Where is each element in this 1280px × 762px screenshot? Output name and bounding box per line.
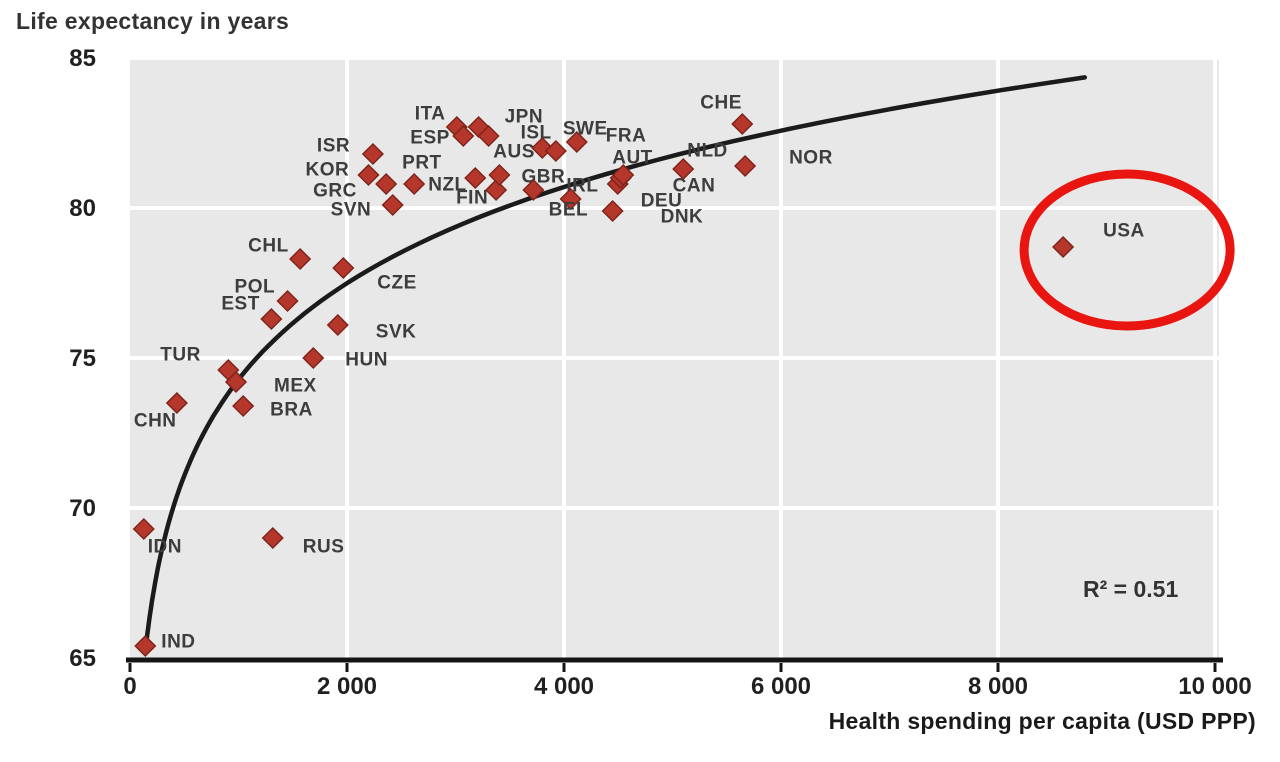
point-label-ESP: ESP bbox=[410, 128, 450, 149]
point-label-AUT: AUT bbox=[612, 148, 653, 169]
point-label-USA: USA bbox=[1103, 221, 1145, 242]
point-label-SVK: SVK bbox=[376, 322, 417, 343]
y-tick-label-85: 85 bbox=[69, 45, 96, 72]
point-label-JPN: JPN bbox=[505, 107, 543, 128]
data-point-PRT bbox=[403, 172, 426, 196]
point-label-CZE: CZE bbox=[377, 273, 417, 294]
point-label-CHN: CHN bbox=[134, 411, 177, 432]
trend-curve bbox=[142, 75, 1088, 655]
data-point-IDN bbox=[132, 517, 155, 541]
data-point-ESP bbox=[452, 124, 475, 148]
x-tick-label-8000: 8 000 bbox=[968, 673, 1028, 700]
point-label-CAN: CAN bbox=[673, 176, 716, 197]
point-label-SVN: SVN bbox=[331, 200, 372, 221]
point-label-FIN: FIN bbox=[456, 188, 488, 209]
point-label-CHL: CHL bbox=[248, 236, 289, 257]
data-point-IRL bbox=[522, 178, 545, 202]
point-label-HUN: HUN bbox=[345, 350, 388, 371]
point-label-AUS: AUS bbox=[493, 142, 535, 163]
data-point-IND bbox=[134, 634, 157, 658]
point-label-BRA: BRA bbox=[270, 400, 313, 421]
point-label-EST: EST bbox=[221, 294, 259, 315]
data-point-CHL bbox=[289, 247, 312, 271]
data-point-BRA bbox=[232, 394, 255, 418]
point-label-BEL: BEL bbox=[549, 200, 589, 221]
x-tick-label-4000: 4 000 bbox=[534, 673, 594, 700]
data-point-CHE bbox=[731, 112, 754, 136]
data-point-FIN bbox=[485, 178, 508, 202]
point-label-ITA: ITA bbox=[415, 104, 446, 125]
point-label-MEX: MEX bbox=[274, 376, 317, 397]
data-point-FRA bbox=[565, 130, 588, 154]
y-axis-title: Life expectancy in years bbox=[16, 8, 290, 34]
point-label-SWE: SWE bbox=[563, 119, 608, 140]
point-label-PRT: PRT bbox=[402, 153, 442, 174]
y-tick-label-80: 80 bbox=[69, 195, 96, 222]
point-label-RUS: RUS bbox=[303, 537, 345, 558]
point-label-TUR: TUR bbox=[160, 345, 201, 366]
data-point-POL bbox=[276, 289, 299, 313]
point-label-DNK: DNK bbox=[661, 207, 704, 228]
data-point-CHN bbox=[165, 391, 188, 415]
point-label-NLD: NLD bbox=[687, 141, 728, 162]
r-squared-annotation: R² = 0.51 bbox=[1083, 576, 1179, 602]
point-label-IDN: IDN bbox=[148, 537, 182, 558]
point-label-POL: POL bbox=[235, 277, 276, 298]
point-label-ISR: ISR bbox=[317, 136, 350, 157]
data-point-USA bbox=[1052, 235, 1075, 259]
point-label-IND: IND bbox=[161, 632, 195, 653]
point-label-FRA: FRA bbox=[606, 126, 647, 147]
data-point-MEX bbox=[224, 370, 248, 394]
x-tick-label-6000: 6 000 bbox=[751, 673, 811, 700]
point-label-IRL: IRL bbox=[566, 176, 598, 197]
data-point-BEL bbox=[559, 187, 582, 211]
y-tick-label-65: 65 bbox=[69, 645, 96, 672]
point-label-DEU: DEU bbox=[641, 191, 683, 212]
x-tick-label-10000: 10 000 bbox=[1178, 673, 1251, 700]
point-label-NOR: NOR bbox=[789, 148, 833, 169]
x-tick-label-2000: 2 000 bbox=[317, 673, 377, 700]
usa-highlight-ellipse bbox=[1019, 169, 1235, 331]
data-point-AUT bbox=[612, 163, 635, 187]
data-point-NZL bbox=[464, 166, 487, 190]
data-point-DNK bbox=[601, 199, 624, 223]
data-point-SWE bbox=[544, 139, 567, 163]
data-point-HUN bbox=[302, 346, 325, 370]
x-tick-label-0: 0 bbox=[123, 673, 136, 700]
data-point-ISL bbox=[477, 124, 500, 148]
data-point-EST bbox=[260, 307, 283, 331]
data-point-NOR bbox=[734, 154, 757, 178]
point-label-NZL: NZL bbox=[428, 175, 466, 196]
data-point-RUS bbox=[261, 526, 284, 550]
x-axis-title: Health spending per capita (USD PPP) bbox=[828, 708, 1256, 734]
data-point-NLD bbox=[672, 157, 695, 181]
data-point-ISR bbox=[361, 142, 384, 166]
data-point-GRC bbox=[375, 172, 398, 196]
data-point-KOR bbox=[357, 163, 380, 187]
point-label-GRC: GRC bbox=[313, 181, 357, 202]
point-label-ISL: ISL bbox=[521, 123, 552, 144]
data-point-SVN bbox=[381, 193, 404, 217]
data-point-SVK bbox=[326, 313, 349, 337]
point-label-KOR: KOR bbox=[305, 160, 349, 181]
y-tick-label-70: 70 bbox=[69, 495, 96, 522]
data-point-GBR bbox=[488, 163, 511, 187]
y-tick-label-75: 75 bbox=[69, 345, 96, 372]
point-label-CHE: CHE bbox=[700, 93, 742, 114]
data-point-CZE bbox=[332, 256, 355, 280]
